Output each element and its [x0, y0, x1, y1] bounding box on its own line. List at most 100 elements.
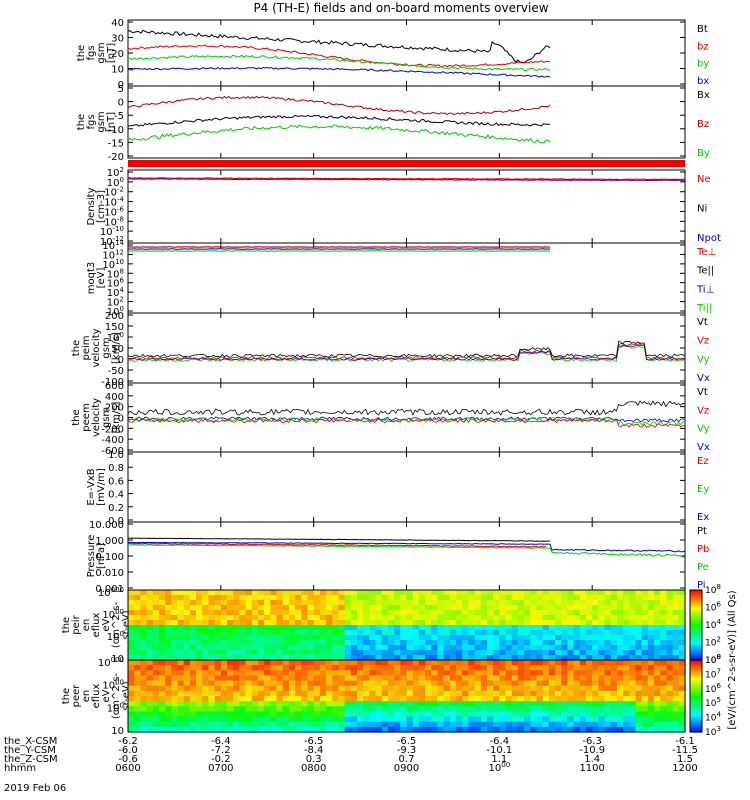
heatmap-cell	[152, 605, 160, 611]
heatmap-cell	[196, 675, 203, 682]
heatmap-cell	[227, 696, 234, 702]
heatmap-cell	[220, 655, 228, 661]
heatmap-cell	[400, 635, 408, 641]
heatmap-cell	[152, 645, 160, 651]
heatmap-cell	[418, 696, 426, 702]
heatmap-cell	[326, 706, 333, 713]
heatmap-cell	[635, 685, 643, 692]
heatmap-cell	[301, 680, 309, 687]
heatmap-cell	[375, 685, 383, 692]
heatmap-cell	[264, 625, 271, 631]
heatmap-cell	[592, 635, 599, 641]
heatmap-cell	[418, 670, 426, 677]
heatmap-cell	[128, 701, 135, 707]
heatmap-cell	[499, 635, 507, 641]
heatmap-cell	[251, 711, 259, 718]
legend-entry: Bz	[697, 119, 709, 130]
heatmap-cell	[623, 625, 630, 631]
heatmap-cell	[567, 660, 575, 666]
colorbar-cell	[690, 660, 702, 663]
heatmap-cell	[257, 630, 265, 636]
heatmap-cell	[573, 665, 581, 671]
heatmap-cell	[616, 640, 624, 646]
heatmap-cell	[629, 721, 637, 728]
heatmap-cell	[171, 721, 179, 728]
heatmap-cell	[239, 635, 247, 641]
heatmap-cell	[493, 716, 500, 723]
heatmap-cell	[604, 595, 612, 601]
heatmap-cell	[356, 690, 364, 697]
heatmap-cell	[146, 605, 154, 611]
heatmap-cell	[567, 721, 575, 728]
heatmap-cell	[412, 590, 420, 596]
heatmap-cell	[183, 711, 191, 718]
heatmap-cell	[350, 655, 358, 661]
heatmap-cell	[251, 680, 259, 687]
heatmap-cell	[301, 590, 309, 596]
heatmap-cell	[511, 605, 519, 611]
heatmap-cell	[604, 650, 612, 656]
heatmap-cell	[313, 650, 321, 656]
heatmap-cell	[437, 605, 445, 611]
heatmap-cell	[264, 680, 271, 687]
heatmap-cell	[369, 635, 377, 641]
panel-frame	[127, 85, 686, 159]
heatmap-cell	[418, 640, 426, 646]
heatmap-cell	[610, 696, 618, 702]
heatmap-cell	[165, 726, 172, 733]
heatmap-cell	[431, 685, 439, 692]
footer-value: 0800	[301, 763, 326, 774]
heatmap-cell	[158, 650, 166, 656]
heatmap-cell	[264, 630, 271, 636]
heatmap-cell	[548, 590, 556, 596]
heatmap-cell	[654, 660, 661, 666]
heatmap-cell	[524, 635, 531, 641]
heatmap-cell	[542, 721, 550, 728]
heatmap-cell	[505, 605, 513, 611]
heatmap-cell	[257, 605, 265, 611]
heatmap-cell	[468, 675, 476, 682]
heatmap-cell	[542, 650, 550, 656]
heatmap-cell	[511, 721, 519, 728]
heatmap-cell	[672, 635, 680, 641]
heatmap-cell	[437, 665, 445, 671]
heatmap-cell	[171, 600, 179, 606]
heatmap-cell	[338, 701, 346, 707]
heatmap-cell	[177, 690, 185, 697]
heatmap-cell	[239, 595, 247, 601]
heatmap-cell	[344, 716, 352, 723]
heatmap-cell	[480, 716, 488, 723]
heatmap-cell	[196, 721, 203, 728]
heatmap-cell	[610, 726, 618, 733]
heatmap-cell	[579, 605, 587, 611]
heatmap-cell	[276, 726, 284, 733]
heatmap-cell	[425, 655, 432, 661]
heatmap-cell	[158, 711, 166, 718]
heatmap-cell	[400, 675, 408, 682]
heatmap-cell	[202, 685, 210, 692]
heatmap-cell	[307, 625, 315, 631]
heatmap-cell	[456, 645, 463, 651]
heatmap-cell	[641, 660, 649, 666]
heatmap-cell	[443, 685, 451, 692]
colorbar-cell	[690, 658, 702, 661]
heatmap-cell	[629, 660, 637, 666]
heatmap-cell	[233, 640, 240, 646]
heatmap-cell	[530, 665, 538, 671]
heatmap-cell	[146, 696, 154, 702]
heatmap-cell	[146, 620, 154, 626]
heatmap-cell	[270, 630, 278, 636]
heatmap-cell	[387, 605, 395, 611]
heatmap-cell	[257, 701, 265, 707]
heatmap-cell	[140, 680, 148, 687]
heatmap-cell	[264, 726, 271, 733]
y-tick-label: 0	[118, 80, 124, 91]
heatmap-cell	[387, 610, 395, 616]
heatmap-cell	[381, 721, 389, 728]
heatmap-cell	[257, 726, 265, 733]
heatmap-cell	[387, 600, 395, 606]
heatmap-cell	[629, 690, 637, 697]
footer-value: -6.5	[397, 736, 417, 747]
heatmap-cell	[288, 610, 296, 616]
heatmap-cell	[270, 605, 278, 611]
